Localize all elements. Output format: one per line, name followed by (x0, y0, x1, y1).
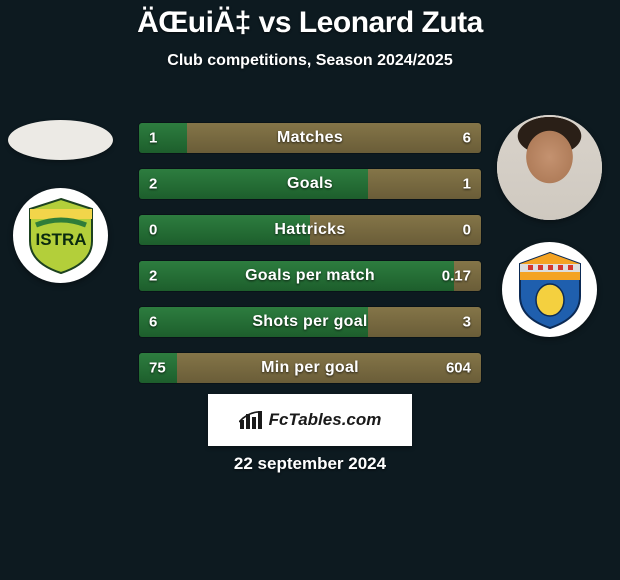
stat-bar-left (139, 123, 187, 153)
right-club-badge (502, 242, 597, 337)
stat-value-left: 0 (149, 222, 157, 239)
right-player-column (497, 115, 602, 337)
stat-label: Goals (287, 175, 333, 193)
stat-value-right: 0 (463, 222, 471, 239)
stat-value-right: 1 (463, 176, 471, 193)
stat-row: 75 604 Min per goal (138, 352, 482, 384)
stat-label: Goals per match (245, 267, 375, 285)
stat-value-right: 604 (446, 360, 471, 377)
stat-row: 0 0 Hattricks (138, 214, 482, 246)
svg-text:ISTRA: ISTRA (35, 230, 86, 249)
stat-value-right: 3 (463, 314, 471, 331)
stat-value-left: 2 (149, 176, 157, 193)
stat-label: Hattricks (274, 221, 345, 239)
infographic-root: ÄŒuiÄ‡ vs Leonard Zuta Club competitions… (0, 0, 620, 580)
right-player-avatar (497, 115, 602, 220)
stat-label: Matches (277, 129, 343, 147)
comparison-bars: 1 6 Matches 2 1 Goals 0 0 Hattricks 2 0.17 Goals pe… (138, 122, 482, 384)
stat-label: Shots per goal (252, 313, 367, 331)
watermark-box: FcTables.com (208, 394, 412, 446)
left-player-column: ISTRA (8, 110, 113, 283)
stat-value-right: 6 (463, 130, 471, 147)
stat-row: 6 3 Shots per goal (138, 306, 482, 338)
stat-value-left: 6 (149, 314, 157, 331)
stat-value-left: 75 (149, 360, 166, 377)
bar-chart-icon (239, 410, 263, 430)
stat-bar-left (139, 169, 368, 199)
sibenik-crest-icon (514, 250, 586, 330)
watermark-text: FcTables.com (269, 410, 382, 430)
stat-row: 2 0.17 Goals per match (138, 260, 482, 292)
stat-row: 1 6 Matches (138, 122, 482, 154)
stat-value-left: 1 (149, 130, 157, 147)
stat-label: Min per goal (261, 359, 359, 377)
player-face-icon (497, 115, 602, 220)
stat-value-left: 2 (149, 268, 157, 285)
page-title: ÄŒuiÄ‡ vs Leonard Zuta (137, 6, 483, 40)
stat-row: 2 1 Goals (138, 168, 482, 200)
left-player-avatar-placeholder (8, 120, 113, 160)
stat-value-right: 0.17 (442, 268, 471, 285)
left-club-badge: ISTRA (13, 188, 108, 283)
infographic-date: 22 september 2024 (234, 454, 386, 474)
istra-crest-icon: ISTRA (26, 197, 96, 275)
page-subtitle: Club competitions, Season 2024/2025 (167, 52, 452, 70)
